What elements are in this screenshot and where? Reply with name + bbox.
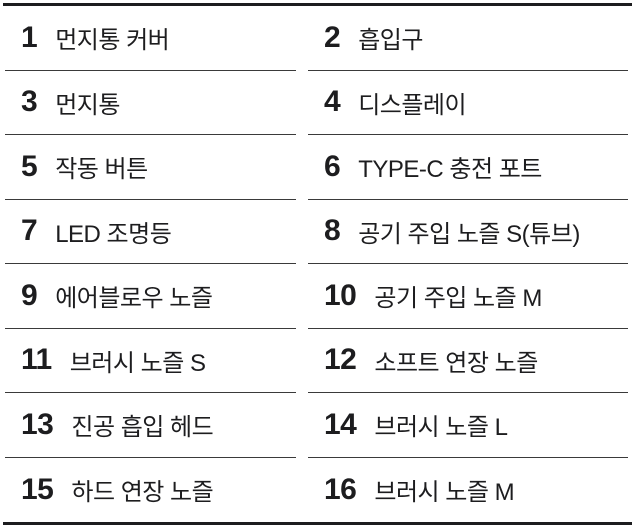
part-label: 하드 연장 노즐 xyxy=(71,479,214,507)
part-label: 진공 흡입 헤드 xyxy=(71,414,214,442)
part-item-9: 9 에어블로우 노즐 xyxy=(5,264,296,329)
part-item-5: 5 작동 버튼 xyxy=(5,135,296,200)
part-label: 소프트 연장 노즐 xyxy=(374,349,538,377)
part-label: 브러시 노즐 S xyxy=(69,349,206,377)
part-item-6: 6 TYPE-C 충전 포트 xyxy=(308,135,628,200)
part-label: 브러시 노즐 M xyxy=(374,479,515,507)
part-label: 먼지통 xyxy=(55,91,120,119)
part-number: 1 xyxy=(21,20,38,54)
part-label: 브러시 노즐 L xyxy=(374,414,508,442)
part-item-8: 8 공기 주입 노즐 S(튜브) xyxy=(308,200,628,264)
part-number: 7 xyxy=(21,214,38,248)
parts-legend-table: 1 먼지통 커버 2 흡입구 3 먼지통 4 디스플레이 5 작동 버튼 6 T… xyxy=(3,3,632,525)
part-number: 5 xyxy=(21,149,38,183)
part-number: 13 xyxy=(21,407,54,441)
part-number: 4 xyxy=(324,85,341,119)
part-number: 2 xyxy=(324,20,341,54)
part-item-10: 10 공기 주입 노즐 M xyxy=(308,264,628,329)
part-item-1: 1 먼지통 커버 xyxy=(5,6,296,71)
part-label: 공기 주입 노즐 S(튜브) xyxy=(358,220,580,248)
part-label: 먼지통 커버 xyxy=(55,27,170,55)
part-item-11: 11 브러시 노즐 S xyxy=(5,329,296,393)
part-item-14: 14 브러시 노즐 L xyxy=(308,393,628,458)
part-number: 6 xyxy=(324,149,341,183)
part-number: 11 xyxy=(21,343,52,377)
part-number: 9 xyxy=(21,278,38,312)
part-number: 14 xyxy=(324,407,357,441)
part-label: TYPE-C 충전 포트 xyxy=(358,156,542,184)
part-number: 12 xyxy=(324,343,357,377)
part-number: 8 xyxy=(324,214,341,248)
part-label: 공기 주입 노즐 M xyxy=(374,285,542,313)
part-item-16: 16 브러시 노즐 M xyxy=(308,458,628,523)
part-item-4: 4 디스플레이 xyxy=(308,71,628,135)
part-item-15: 15 하드 연장 노즐 xyxy=(5,458,296,523)
part-item-7: 7 LED 조명등 xyxy=(5,200,296,264)
part-label: 작동 버튼 xyxy=(55,156,148,184)
part-label: LED 조명등 xyxy=(55,220,172,248)
part-number: 3 xyxy=(21,85,38,119)
part-item-2: 2 흡입구 xyxy=(308,6,628,71)
part-number: 10 xyxy=(324,278,357,312)
part-label: 흡입구 xyxy=(358,27,423,55)
part-label: 디스플레이 xyxy=(358,91,467,119)
part-number: 16 xyxy=(324,472,357,506)
part-item-13: 13 진공 흡입 헤드 xyxy=(5,393,296,458)
part-item-3: 3 먼지통 xyxy=(5,71,296,135)
part-label: 에어블로우 노즐 xyxy=(55,285,213,313)
part-item-12: 12 소프트 연장 노즐 xyxy=(308,329,628,393)
part-number: 15 xyxy=(21,472,54,506)
